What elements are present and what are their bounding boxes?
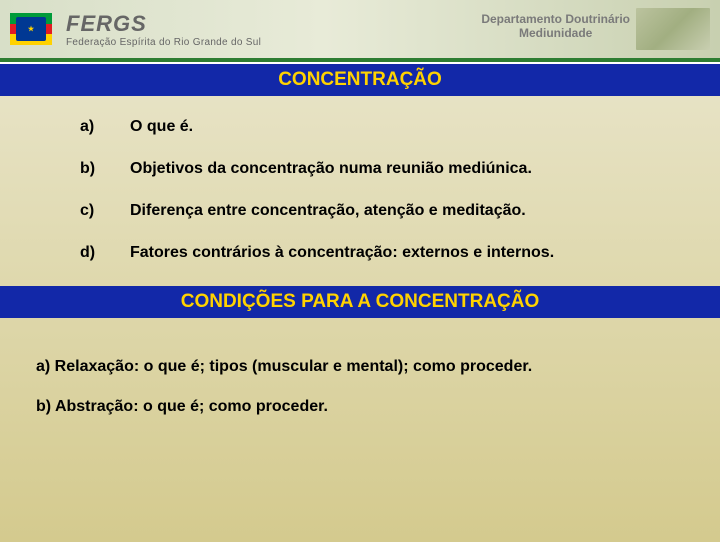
logo-flag: ★ bbox=[10, 13, 52, 45]
item-text: O que é. bbox=[130, 118, 193, 136]
list-item: a) O que é. bbox=[80, 118, 652, 136]
item-key: a) bbox=[80, 118, 130, 136]
dept-line1: Departamento Doutrinário bbox=[481, 12, 630, 26]
item-text: Diferença entre concentração, atenção e … bbox=[130, 202, 526, 220]
header-bar: ★ FERGS Federação Espírita do Rio Grande… bbox=[0, 0, 720, 58]
item-text: Objetivos da concentração numa reunião m… bbox=[130, 160, 532, 178]
org-fullname: Federação Espírita do Rio Grande do Sul bbox=[66, 37, 261, 48]
slide-content: CONCENTRAÇÃO a) O que é. b) Objetivos da… bbox=[0, 64, 720, 542]
section2-title-bar: CONDIÇÕES PARA A CONCENTRAÇÃO bbox=[0, 286, 720, 318]
department-label: Departamento Doutrinário Mediunidade bbox=[481, 12, 630, 40]
header-divider bbox=[0, 58, 720, 62]
list-item: c) Diferença entre concentração, atenção… bbox=[80, 202, 652, 220]
logo-text: FERGS Federação Espírita do Rio Grande d… bbox=[66, 11, 261, 48]
section1-list: a) O que é. b) Objetivos da concentração… bbox=[0, 118, 720, 262]
org-acronym: FERGS bbox=[66, 11, 261, 37]
item-text: Fatores contrários à concentração: exter… bbox=[130, 244, 554, 262]
section1-title-bar: CONCENTRAÇÃO bbox=[0, 64, 720, 96]
list-item: b) Objetivos da concentração numa reuniã… bbox=[80, 160, 652, 178]
header-photo bbox=[636, 8, 710, 50]
section2-list: a) Relaxação: o que é; tipos (muscular e… bbox=[0, 340, 720, 416]
list-item: b) Abstração: o que é; como proceder. bbox=[36, 398, 680, 416]
item-key: d) bbox=[80, 244, 130, 262]
item-key: c) bbox=[80, 202, 130, 220]
list-item: a) Relaxação: o que é; tipos (muscular e… bbox=[36, 358, 680, 376]
dept-line2: Mediunidade bbox=[481, 26, 630, 40]
list-item: d) Fatores contrários à concentração: ex… bbox=[80, 244, 652, 262]
item-key: b) bbox=[80, 160, 130, 178]
